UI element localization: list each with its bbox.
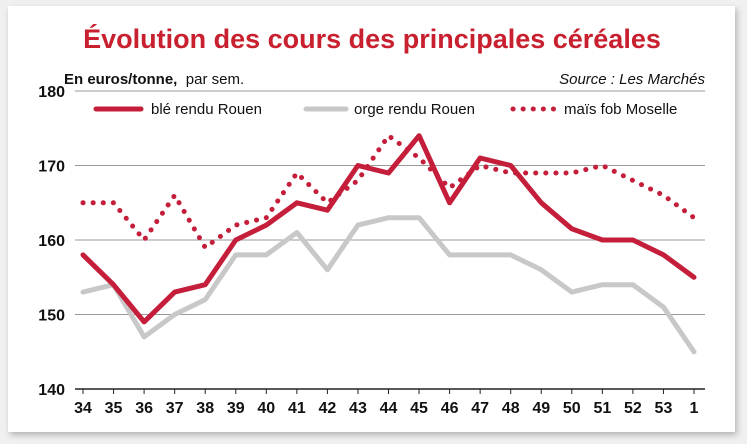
legend-label-2: maïs fob Moselle [564, 101, 677, 118]
y-axis-ticks: 140 150 160 170 180 [38, 84, 65, 399]
x-tick-46: 46 [441, 400, 459, 417]
y-tick-150: 150 [38, 308, 65, 325]
x-tick-43: 43 [349, 400, 367, 417]
unit-label-suffix: par sem. [186, 71, 244, 88]
x-tick-47: 47 [471, 400, 489, 417]
legend: blé rendu Rouen orge rendu Rouen maïs fob … [93, 101, 677, 118]
x-tick-1: 1 [690, 400, 699, 417]
unit-label-bold: En euros/tonne, [64, 71, 177, 88]
y-tick-140: 140 [38, 382, 65, 399]
x-tick-42: 42 [319, 400, 337, 417]
x-tick-36: 36 [135, 400, 153, 417]
x-tick-38: 38 [196, 400, 214, 417]
legend-label-1: orge rendu Rouen [354, 101, 475, 118]
x-tick-44: 44 [380, 400, 398, 417]
unit-label: En euros/tonne, par sem. [64, 71, 244, 88]
chart-svg: Évolution des cours des principales céré… [38, 23, 705, 417]
x-tick-51: 51 [593, 400, 611, 417]
x-tick-48: 48 [502, 400, 520, 417]
chart-title: Évolution des cours des principales céré… [83, 23, 661, 54]
x-tick-40: 40 [257, 400, 275, 417]
y-tick-180: 180 [38, 84, 65, 101]
series-line-1 [80, 215, 697, 355]
x-tick-50: 50 [563, 400, 581, 417]
series-lines [80, 133, 697, 355]
y-tick-170: 170 [38, 159, 65, 176]
x-tick-49: 49 [532, 400, 550, 417]
x-tick-41: 41 [288, 400, 306, 417]
chart-card: Évolution des cours des principales céré… [8, 6, 735, 432]
series-line-2 [80, 133, 697, 250]
x-tick-35: 35 [105, 400, 123, 417]
legend-label-0: blé rendu Rouen [151, 101, 262, 118]
x-tick-52: 52 [624, 400, 642, 417]
x-tick-37: 37 [166, 400, 184, 417]
x-tick-34: 34 [74, 400, 92, 417]
x-tick-39: 39 [227, 400, 245, 417]
x-axis-ticks: 34 35 36 37 38 39 40 41 42 43 44 45 46 47 48 49 50 51 52 53… [74, 389, 699, 417]
y-tick-160: 160 [38, 233, 65, 250]
series-line-0 [80, 133, 697, 325]
source-label: Source : Les Marchés [559, 71, 705, 88]
x-tick-45: 45 [410, 400, 428, 417]
x-tick-53: 53 [655, 400, 673, 417]
